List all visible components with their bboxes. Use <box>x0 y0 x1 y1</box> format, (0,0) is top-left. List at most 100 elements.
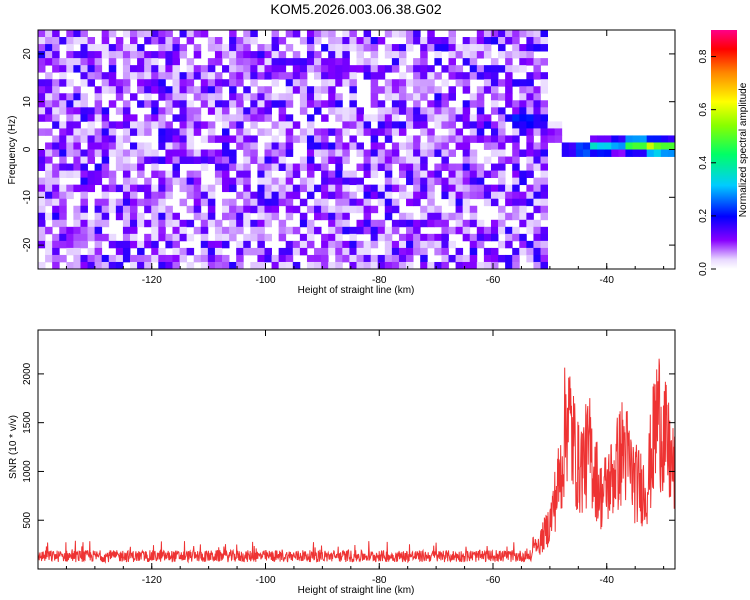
spectrogram-cell <box>264 247 272 256</box>
spectrogram-cell <box>52 233 60 242</box>
spectrogram-cell <box>59 107 67 115</box>
spectrogram-cell <box>222 177 230 186</box>
spectrogram-cell <box>420 156 428 164</box>
spectrogram-cell <box>490 86 499 94</box>
spectrogram-cell <box>328 100 336 108</box>
spectrogram-cell <box>476 100 485 108</box>
spectrogram-cell <box>73 205 81 214</box>
spectrogram-cell <box>179 149 188 157</box>
spectrogram-cell <box>519 170 527 179</box>
spectrogram-cell <box>257 205 265 214</box>
spectrogram-cell <box>186 135 195 143</box>
spectrogram-cell <box>462 107 471 115</box>
x-tick-label: -80 <box>372 575 387 586</box>
spectrogram-cell <box>222 114 230 122</box>
spectrogram-cell <box>519 219 527 228</box>
spectrogram-cell <box>526 254 534 263</box>
spectrogram-cell <box>73 212 81 221</box>
spectrogram-cell <box>540 149 548 157</box>
spectrogram-cell <box>66 163 74 171</box>
spectrogram-cell <box>533 107 541 115</box>
spectrogram-cell <box>271 79 280 87</box>
spectrogram-cell <box>94 142 103 150</box>
spectrogram-cell <box>342 170 350 179</box>
spectrogram-cell <box>264 163 272 171</box>
spectrogram-cell <box>448 212 456 221</box>
spectrogram-cell <box>165 142 173 150</box>
spectrogram-cell <box>179 51 188 59</box>
spectrogram-cell <box>87 226 96 235</box>
spectrogram-cell <box>370 233 379 242</box>
spectrogram-cell <box>236 135 244 143</box>
spectrogram-cell <box>590 149 598 157</box>
spectrogram-cell <box>45 212 53 221</box>
spectrogram-cell <box>384 114 393 122</box>
spectrogram-cell <box>455 170 464 179</box>
spectrogram-cell <box>512 254 520 263</box>
spectrogram-cell <box>646 135 655 143</box>
spectrogram-cell <box>512 51 520 59</box>
spectrogram-cell <box>625 142 633 150</box>
spectrogram-cell <box>94 44 103 52</box>
spectrogram-cell <box>292 261 301 270</box>
spectrogram-cell <box>505 212 513 221</box>
spectrogram-cell <box>186 128 195 136</box>
spectrogram-cell <box>236 93 244 101</box>
spectrogram-cell <box>285 93 294 101</box>
spectrogram-cell <box>413 170 421 179</box>
spectrogram-cell <box>158 170 166 179</box>
spectrogram-cell <box>427 128 435 136</box>
spectrogram-cell <box>476 261 485 270</box>
spectrogram-cell <box>406 93 414 101</box>
spectrogram-cell <box>193 170 202 179</box>
spectrogram-cell <box>73 219 81 228</box>
spectrogram-cell <box>342 212 350 221</box>
spectrogram-cell <box>186 100 195 108</box>
spectrogram-cell <box>137 212 145 221</box>
spectrogram-cell <box>115 240 124 249</box>
spectrogram-cell <box>250 100 258 108</box>
spectrogram-cell <box>222 261 230 270</box>
spectrogram-cell <box>59 212 67 221</box>
chart-title: KOM5.2026.003.06.38.G02 <box>270 1 441 17</box>
spectrogram-cell <box>413 142 421 150</box>
spectrogram-cell <box>130 30 138 38</box>
spectrogram-cell <box>455 212 464 221</box>
snr-frame <box>37 329 676 570</box>
spectrogram-cell <box>271 261 280 270</box>
spectrogram-cell <box>377 72 386 80</box>
spectrogram-cell <box>122 247 131 256</box>
spectrogram-cell <box>257 44 265 52</box>
spectrogram-cell <box>391 30 400 38</box>
spectrogram-cell <box>384 261 393 270</box>
spectrogram-cell <box>335 170 343 179</box>
spectrogram-cell <box>115 198 124 207</box>
spectrogram-cell <box>236 37 244 45</box>
spectrogram-cell <box>158 184 166 193</box>
spectrogram-cell <box>38 163 46 171</box>
spectrogram-cell <box>455 142 464 150</box>
spectrogram-cell <box>483 156 492 164</box>
spectrogram-cell <box>45 30 53 38</box>
spectrogram-cell <box>80 240 88 249</box>
spectrogram-cell <box>108 51 117 59</box>
spectrogram-cell <box>512 212 520 221</box>
spectrogram-cell <box>314 184 322 193</box>
spectrogram-cell <box>335 37 343 45</box>
spectrogram-cell <box>59 149 67 157</box>
spectrogram-cell <box>512 191 520 200</box>
spectrogram-cell <box>186 30 195 38</box>
spectrogram-cell <box>434 121 442 129</box>
spectrogram-cell <box>108 86 117 94</box>
spectrogram-cell <box>314 128 322 136</box>
spectrogram-cell <box>130 65 138 73</box>
spectrogram-cell <box>391 205 400 214</box>
spectrogram-cell <box>179 121 188 129</box>
spectrogram-cell <box>257 254 265 263</box>
spectrogram-cell <box>356 163 364 171</box>
spectrogram-cell <box>299 212 308 221</box>
spectrogram-cell <box>476 240 485 249</box>
spectrogram-cell <box>207 184 216 193</box>
spectrogram-cell <box>207 261 216 270</box>
